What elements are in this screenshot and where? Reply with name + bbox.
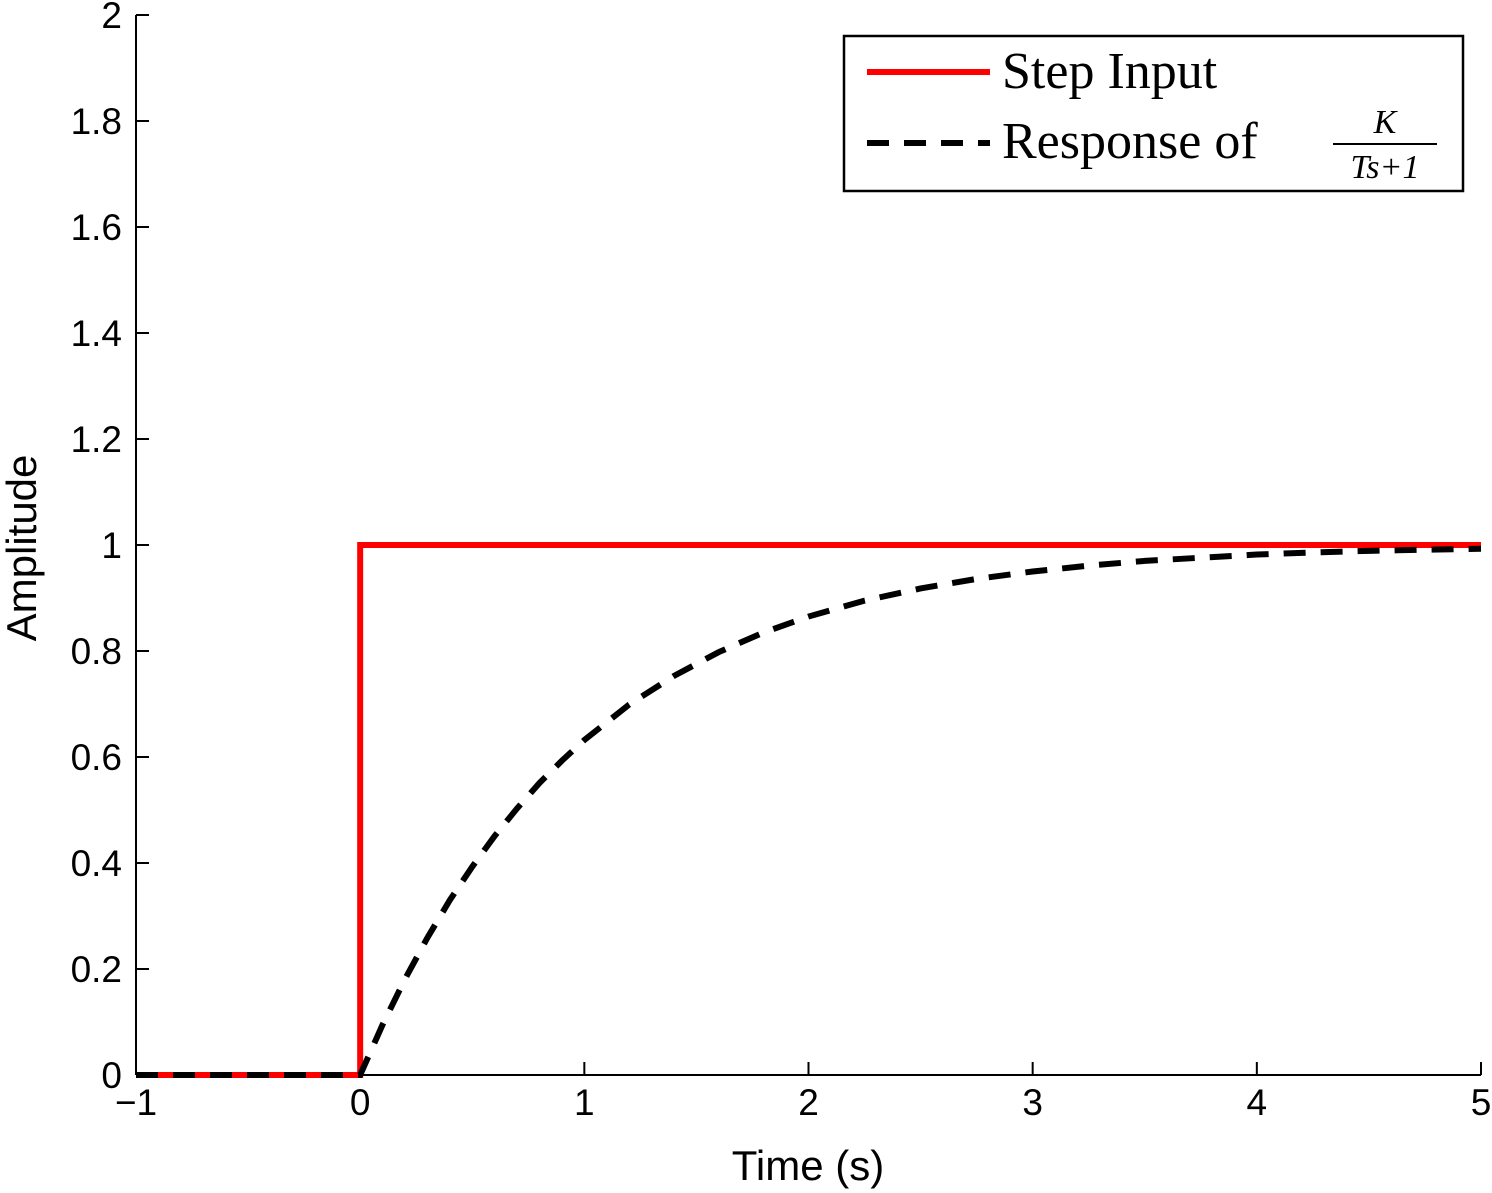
y-tick-label: 1.8 [71, 101, 122, 142]
y-tick-label: 2 [101, 0, 122, 36]
x-axis-label: Time (s) [732, 1142, 884, 1189]
y-tick-label: 0.6 [71, 737, 122, 778]
series-line-response [136, 545, 1482, 1078]
legend-fraction-denominator: Ts+1 [1351, 149, 1420, 186]
y-tick-label: 1.4 [71, 313, 122, 354]
y-tick-label: 1.6 [71, 207, 122, 248]
y-axis-label: Amplitude [0, 455, 45, 642]
legend: Step Input Response of K Ts+1 [842, 34, 1465, 193]
x-tick-label: 1 [574, 1082, 595, 1123]
x-tick-label: 5 [1471, 1082, 1492, 1123]
legend-fraction-numerator: K [1373, 104, 1399, 141]
series-line-step-input [136, 542, 1481, 1078]
y-tick-label: 0.2 [71, 949, 122, 990]
legend-label-step-input: Step Input [1002, 43, 1218, 100]
y-tick-label: 0.8 [71, 631, 122, 672]
legend-box [842, 34, 1465, 193]
x-axis-ticks: −1 0 1 2 3 4 5 [115, 1062, 1491, 1123]
y-axis-ticks: 0 0.2 0.4 0.6 0.8 1 1.2 1.4 1.6 1.8 2 [71, 0, 149, 1096]
y-tick-label: 0 [101, 1055, 122, 1096]
legend-label-response: Response of [1002, 113, 1258, 170]
series-layer [136, 542, 1482, 1078]
x-tick-label: −1 [115, 1082, 157, 1123]
x-tick-label: 0 [350, 1082, 371, 1123]
x-tick-label: 4 [1247, 1082, 1268, 1123]
x-tick-label: 2 [798, 1082, 819, 1123]
y-tick-label: 0.4 [71, 843, 122, 884]
x-tick-label: 3 [1022, 1082, 1043, 1123]
y-tick-label: 1.2 [71, 419, 122, 460]
y-tick-label: 1 [101, 525, 122, 566]
